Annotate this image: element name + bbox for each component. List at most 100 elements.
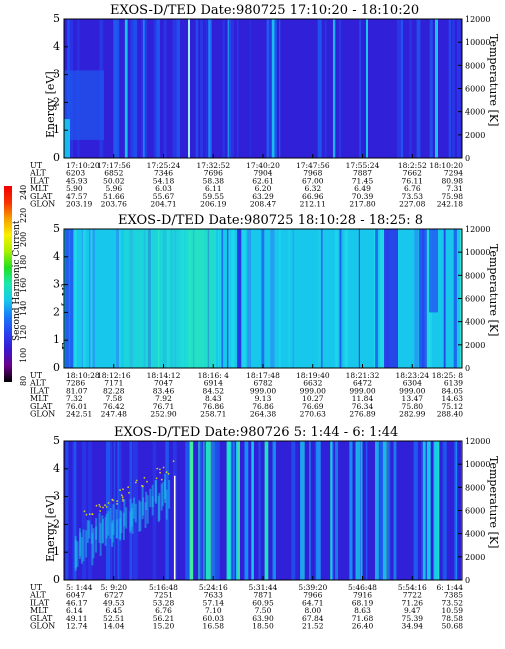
heatmap-stripe — [393, 441, 397, 580]
table-cell: 45.93 — [66, 176, 88, 185]
colorbar-gradient — [4, 186, 12, 382]
y2-tick-label: 10000 — [465, 248, 490, 257]
table-cell: 7916 — [353, 591, 372, 600]
heatmap-stripe — [232, 441, 235, 580]
table-cell: 17:10:20 — [66, 161, 100, 170]
heatmap-stripe — [423, 229, 428, 368]
y-tick-label: 4 — [53, 40, 60, 53]
heatmap-stripe — [217, 441, 220, 580]
panel-1: EXOS-D/TED Date:980725 17:10:20 - 18:10:… — [0, 0, 505, 215]
heatmap-stripe — [251, 441, 254, 580]
heatmap-stripe — [419, 229, 423, 368]
heatmap-stripe — [309, 441, 311, 580]
heatmap-feature — [112, 504, 115, 535]
heatmap-stripe — [72, 441, 74, 580]
heatmap-stripe — [270, 229, 275, 368]
heatmap-stripe — [426, 441, 430, 580]
table-cell: 203.76 — [101, 200, 127, 209]
table-cell: 7.32 — [66, 394, 83, 403]
table-cell: 83.46 — [153, 386, 175, 395]
table-cell: 276.89 — [349, 410, 375, 419]
table-cell: 7294 — [444, 169, 463, 178]
heatmap-feature — [158, 492, 161, 521]
heatmap-feature — [115, 509, 118, 539]
panel-3-plot: 0 1 2 3 4 5 0 2000 4000 6000 8000 10000 12000 UT 5: 1:… — [29, 434, 490, 631]
heatmap-stripe — [261, 229, 265, 368]
table-cell: 8.00 — [304, 606, 321, 615]
heatmap-dot — [112, 499, 114, 502]
y2-tick-label: 12000 — [465, 15, 490, 24]
heatmap-stripe — [375, 229, 378, 368]
table-cell: 288.40 — [437, 410, 463, 419]
table-cell: 6203 — [66, 169, 85, 178]
heatmap-stripe — [113, 441, 116, 580]
table-cell: 8.43 — [205, 394, 222, 403]
table-cell: 7.50 — [255, 606, 272, 615]
heatmap-stripe — [195, 19, 199, 158]
heatmap-dot — [120, 494, 123, 497]
table-cell: 67.84 — [302, 614, 324, 623]
heatmap-feature — [145, 491, 148, 510]
heatmap-stripe — [451, 19, 455, 158]
y-tick-label: 0 — [53, 151, 60, 164]
table-cell: 5:54:16 — [398, 583, 427, 592]
table-cell: 6.11 — [205, 184, 222, 193]
heatmap-stripe — [92, 229, 95, 368]
table-cell: 7.92 — [155, 394, 172, 403]
table-cell: 7047 — [154, 379, 173, 388]
y-tick-label: 1 — [53, 123, 60, 136]
table-cell: 59.55 — [203, 192, 225, 201]
table-cell: 18:17:48 — [246, 371, 280, 380]
heatmap-feature — [107, 510, 110, 536]
heatmap-dot — [121, 496, 124, 499]
table-cell: 18:12:16 — [97, 371, 131, 380]
heatmap-stripe — [117, 441, 121, 580]
heatmap-stripe — [455, 441, 458, 580]
y2-tick-label: 8000 — [465, 483, 485, 492]
table-cell: 60.03 — [203, 614, 225, 623]
heatmap-stripe — [174, 475, 176, 580]
table-cell: 63.29 — [252, 192, 274, 201]
table-cell: 6632 — [303, 379, 322, 388]
table-cell: 18:10:20 — [429, 161, 463, 170]
heatmap-stripe — [413, 441, 418, 580]
table-cell: 7286 — [66, 379, 85, 388]
table-cell: 18:25: 8 — [432, 371, 464, 380]
table-cell: 58.38 — [203, 176, 225, 185]
panel-2-title: EXOS-D/TED Date:980725 18:10:28 - 18:25:… — [118, 213, 423, 228]
heatmap-stripe — [358, 229, 360, 368]
heatmap-dot — [167, 472, 170, 475]
heatmap-stripe — [172, 19, 176, 158]
heatmap-stripe — [205, 441, 210, 580]
heatmap-feature — [88, 520, 91, 539]
colorbar: 80 100 120 140 160 180 200 220 240 Second Harmon… — [0, 185, 40, 386]
table-cell: 5.90 — [66, 184, 83, 193]
heatmap-stripe — [210, 441, 216, 580]
heatmap-feature — [146, 495, 149, 524]
heatmap-stripe — [156, 19, 160, 158]
table-cell: 14.63 — [442, 394, 464, 403]
heatmap-stripe — [333, 19, 336, 158]
table-cell: 15.20 — [153, 622, 175, 631]
heatmap-stripe — [217, 229, 220, 368]
table-row-label: UT — [30, 371, 43, 380]
heatmap-dot — [172, 460, 175, 462]
y-tick-label: 5 — [53, 222, 60, 235]
y2-tick-label: 12000 — [465, 225, 490, 234]
heatmap-stripe — [153, 19, 158, 158]
table-cell: 84.05 — [442, 386, 464, 395]
table-row-label: MLT — [30, 184, 49, 193]
table-cell: 5.96 — [105, 184, 122, 193]
heatmap-stripe — [247, 229, 251, 368]
y-tick-label: 3 — [53, 68, 60, 81]
table-cell: 51.66 — [103, 192, 125, 201]
heatmap-stripe — [380, 441, 383, 580]
heatmap-dot — [88, 513, 91, 516]
table-cell: 6.49 — [354, 184, 371, 193]
heatmap-stripe — [366, 19, 368, 158]
panel-2: EXOS-D/TED Date:980725 18:10:28 - 18:25:… — [0, 210, 505, 425]
heatmap-dot — [156, 467, 159, 470]
heatmap-feature — [91, 532, 94, 566]
heatmap-feature — [82, 529, 85, 562]
y2-tick-label: 2000 — [465, 341, 485, 350]
